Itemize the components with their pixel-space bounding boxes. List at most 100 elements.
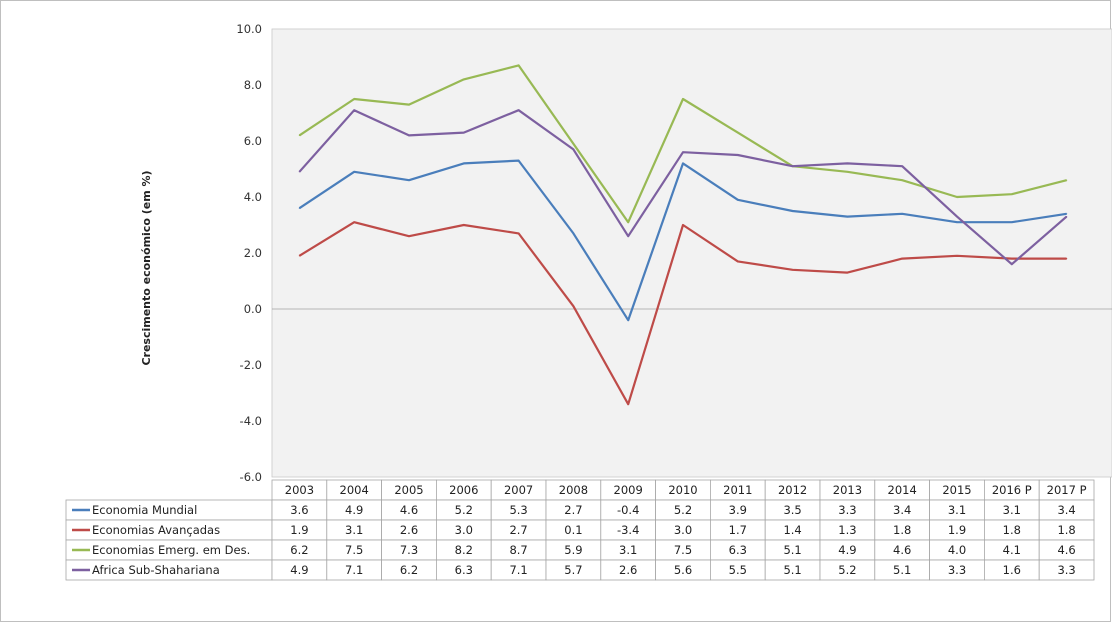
data-point [463,162,465,164]
data-point [572,232,575,234]
data-label: 4.0 [948,543,966,557]
data-label: 3.3 [838,503,856,517]
data-point [518,160,520,162]
data-point [463,224,465,226]
data-label: 5.7 [564,563,582,577]
data-label: 5.1 [783,563,801,577]
data-label: 4.6 [400,503,418,517]
data-point [463,132,465,134]
legend-entry: Economia Mundial [92,503,197,517]
data-label: 0.1 [564,523,582,537]
y-tick-label: -2.0 [240,358,262,372]
data-label: 3.6 [290,503,308,517]
data-point [737,154,739,156]
data-label: 7.5 [674,543,692,557]
data-point [298,134,300,136]
data-label: 3.1 [345,523,363,537]
y-tick-label: -6.0 [240,470,262,484]
data-point [518,64,520,66]
data-point [463,78,465,80]
data-point [792,269,794,271]
data-label: 5.5 [729,563,747,577]
data-point [846,272,849,274]
data-point [901,258,903,260]
data-point [1011,258,1013,260]
x-tick-label: 2014 [888,483,917,497]
data-point [353,221,355,223]
data-label: 1.8 [1003,523,1021,537]
x-tick-label: 2011 [723,483,752,497]
data-point [846,216,849,218]
x-tick-label: 2007 [504,483,533,497]
legend-entry: Economias Avançadas [92,523,220,537]
x-tick-label: 2013 [833,483,862,497]
table-cell [1038,559,1095,581]
x-tick-label: 2017 P [1047,483,1087,497]
data-label: 3.4 [1057,503,1075,517]
y-tick-label: 4.0 [244,190,262,204]
data-label: 5.2 [674,503,692,517]
data-point [792,210,794,212]
data-point [956,221,958,223]
data-point [682,98,684,100]
data-label: 5.1 [783,543,801,557]
y-tick-label: 6.0 [244,134,262,148]
data-label: 6.2 [290,543,308,557]
data-point [901,213,903,215]
data-point [572,148,575,150]
data-point [1066,216,1068,218]
data-label: 6.3 [729,543,747,557]
data-label: 3.1 [1003,503,1021,517]
data-label: 5.2 [838,563,856,577]
x-tick-label: 2016 P [992,483,1032,497]
y-tick-label: 8.0 [244,78,262,92]
data-point [353,109,355,111]
data-label: 3.3 [1057,563,1075,577]
data-point [1066,213,1068,215]
y-tick-label: -4.0 [240,414,262,428]
data-label: 5.6 [674,563,692,577]
data-label: 3.0 [455,523,473,537]
data-label: 4.9 [290,563,308,577]
data-label: 1.7 [729,523,747,537]
data-label: 4.6 [893,543,911,557]
data-label: 3.1 [619,543,637,557]
data-point [627,403,629,405]
y-tick-label: 2.0 [244,246,262,260]
data-point [627,235,629,237]
data-label: 1.8 [1057,523,1075,537]
data-point [1011,193,1013,195]
data-label: -3.4 [617,523,639,537]
x-tick-label: 2004 [340,483,369,497]
data-label: -0.4 [617,503,639,517]
x-tick-label: 2006 [449,483,478,497]
x-tick-label: 2009 [614,483,643,497]
data-point [901,179,903,181]
data-label: 3.9 [729,503,747,517]
data-label: 5.9 [564,543,582,557]
data-label: 1.9 [290,523,308,537]
data-point [737,199,739,201]
legend-entry: Africa Sub-Shahariana [92,563,220,577]
data-point [682,224,684,226]
data-point [737,132,739,134]
data-label: 1.8 [893,523,911,537]
data-label: 2.6 [619,563,637,577]
data-point [518,232,520,234]
legend-entry: Economias Emerg. em Des. [92,543,250,557]
data-label: 1.4 [783,523,801,537]
data-point [408,235,410,237]
y-tick-label: 0.0 [244,302,262,316]
data-point [627,221,629,223]
data-point [298,207,300,209]
x-tick-label: 2005 [394,483,423,497]
data-label: 6.2 [400,563,418,577]
data-label: 7.3 [400,543,418,557]
data-label: 4.9 [838,543,856,557]
data-label: 1.6 [1003,563,1021,577]
data-label: 7.5 [345,543,363,557]
data-point [298,171,300,173]
data-point [682,151,684,153]
data-label: 4.6 [1057,543,1075,557]
